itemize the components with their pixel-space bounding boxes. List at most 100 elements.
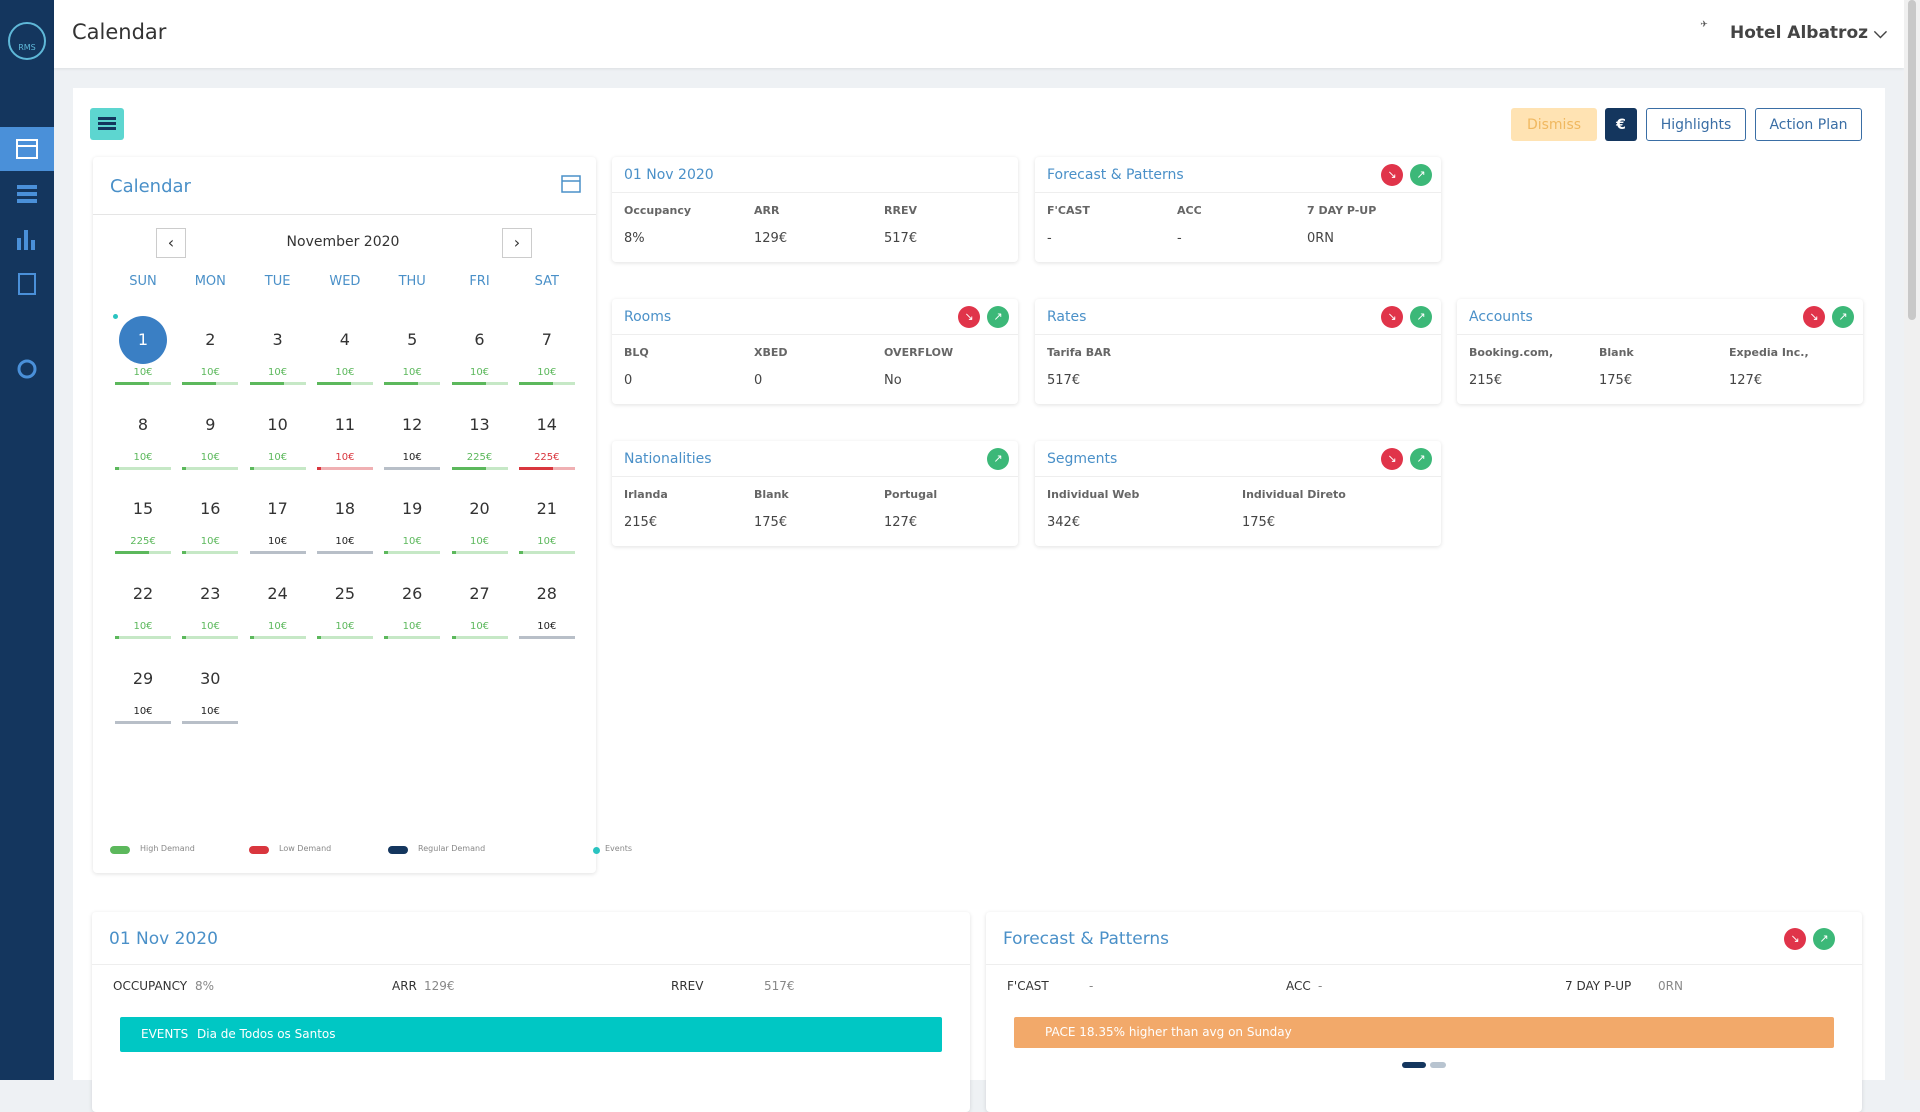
day-number[interactable]: 27: [469, 584, 490, 604]
pager-dot[interactable]: [1402, 1062, 1426, 1068]
field-value: -: [1177, 231, 1182, 246]
logo: RMS: [8, 22, 46, 60]
day-number[interactable]: 23: [200, 584, 221, 604]
trend-down[interactable]: ↘: [1381, 448, 1403, 470]
nav-calendar[interactable]: [0, 127, 54, 171]
day-number[interactable]: 28: [536, 584, 557, 604]
trend-up[interactable]: ↗: [1410, 448, 1432, 470]
demand-bar: [249, 466, 306, 470]
day-price: 10€: [200, 451, 220, 463]
weekday: SAT: [534, 274, 559, 289]
hotel-name: Hotel Albatroz: [1730, 23, 1869, 43]
demand-fill: [115, 551, 149, 555]
event-dot: [113, 314, 118, 319]
prev-month[interactable]: ‹: [156, 228, 186, 258]
hotel-selector[interactable]: Hotel Albatroz ⌵: [1730, 23, 1887, 43]
currency-button[interactable]: €: [1605, 108, 1637, 141]
demand-bar: [451, 636, 508, 640]
day-number[interactable]: 30: [200, 668, 221, 688]
field-label: XBED: [754, 346, 788, 359]
weekday: THU: [398, 274, 426, 289]
day-number[interactable]: 29: [132, 668, 154, 688]
field-label: ACC: [1286, 979, 1311, 993]
day-number[interactable]: 13: [469, 414, 490, 434]
day-number[interactable]: 25: [334, 584, 356, 604]
day-number[interactable]: 18: [334, 499, 356, 519]
legend-swatch: [593, 847, 600, 854]
day-price: 10€: [268, 621, 288, 633]
field-label: Portugal: [884, 488, 938, 501]
day-number[interactable]: 7: [541, 330, 552, 349]
day-number[interactable]: 12: [402, 414, 423, 434]
day-number[interactable]: 22: [132, 584, 154, 604]
next-month[interactable]: ›: [502, 228, 532, 258]
day-number[interactable]: 4: [339, 330, 350, 349]
legend-label: Regular Demand: [418, 844, 486, 853]
day-number[interactable]: 9: [205, 414, 216, 434]
day-number[interactable]: 17: [267, 499, 288, 519]
day-number[interactable]: 21: [536, 499, 557, 519]
trend-down[interactable]: ↘: [958, 306, 980, 328]
trend-up[interactable]: ↗: [987, 306, 1009, 328]
trend-up[interactable]: ↗: [1410, 164, 1432, 186]
demand-fill: [518, 551, 523, 555]
field-label: ARR: [392, 979, 417, 993]
day-number[interactable]: 15: [132, 499, 154, 519]
trend-up[interactable]: ↗: [1813, 928, 1835, 950]
day-number[interactable]: 11: [334, 414, 356, 434]
trend-down[interactable]: ↘: [1803, 306, 1825, 328]
demand-bar: [316, 551, 373, 555]
day-price: 10€: [402, 367, 422, 378]
dismiss-button[interactable]: Dismiss: [1511, 108, 1597, 141]
day-number[interactable]: 8: [137, 414, 149, 434]
day-number[interactable]: 26: [402, 584, 423, 604]
field-label: 7 DAY P-UP: [1565, 979, 1632, 993]
trend-down[interactable]: ↘: [1381, 164, 1403, 186]
day-price: 10€: [335, 621, 355, 633]
day-number[interactable]: 14: [536, 414, 557, 434]
demand-fill: [182, 636, 187, 640]
trend-up[interactable]: ↗: [987, 448, 1009, 470]
field-label: 7 DAY P-UP: [1307, 204, 1377, 217]
pager-dot[interactable]: [1430, 1062, 1446, 1068]
top-bar: Calendar ✈ Hotel Albatroz ⌵: [54, 0, 1904, 68]
day-price: 225€: [534, 451, 560, 463]
demand-bar: [518, 636, 575, 640]
day-price: 225€: [130, 536, 156, 548]
day-number[interactable]: 24: [267, 584, 288, 604]
demand-fill: [182, 551, 187, 555]
calendar-icon[interactable]: [559, 172, 583, 196]
view-toggle[interactable]: [90, 108, 124, 140]
trend-up[interactable]: ↗: [1832, 306, 1854, 328]
card-divider: [612, 476, 1018, 477]
action-plan-button[interactable]: Action Plan: [1755, 108, 1862, 141]
day-number[interactable]: 20: [469, 499, 490, 519]
day-number[interactable]: 2: [205, 330, 216, 349]
field-label: ARR: [754, 204, 780, 217]
demand-fill: [451, 382, 486, 385]
trend-down[interactable]: ↘: [1784, 928, 1806, 950]
day-number[interactable]: 5: [407, 330, 418, 349]
weekday: FRI: [469, 274, 490, 289]
field-value: 0: [754, 373, 763, 388]
hotel-logo: ✈: [1700, 20, 1708, 30]
day-price: 10€: [469, 621, 490, 633]
highlights-button[interactable]: Highlights: [1646, 108, 1746, 141]
card-title: Segments: [1047, 451, 1118, 467]
day-number[interactable]: 10: [267, 414, 288, 434]
trend-down[interactable]: ↘: [1381, 306, 1403, 328]
calendar-card: Calendar ‹ › November 2020 SUN MON TUE WED T…: [93, 157, 632, 873]
trend-up[interactable]: ↗: [1410, 306, 1432, 328]
day-number[interactable]: 6: [474, 330, 485, 349]
field-value: 127€: [1729, 373, 1763, 388]
field-value: 215€: [1469, 373, 1503, 388]
day-price: 10€: [537, 367, 557, 378]
nav-icons[interactable]: [0, 180, 54, 390]
day-number[interactable]: 16: [200, 499, 221, 519]
day-number[interactable]: 1: [137, 330, 149, 349]
day-number[interactable]: 3: [272, 330, 283, 349]
demand-fill: [115, 382, 149, 385]
scrollbar[interactable]: [1904, 0, 1920, 1080]
field-label: Individual Web: [1047, 488, 1140, 501]
day-number[interactable]: 19: [402, 499, 423, 519]
